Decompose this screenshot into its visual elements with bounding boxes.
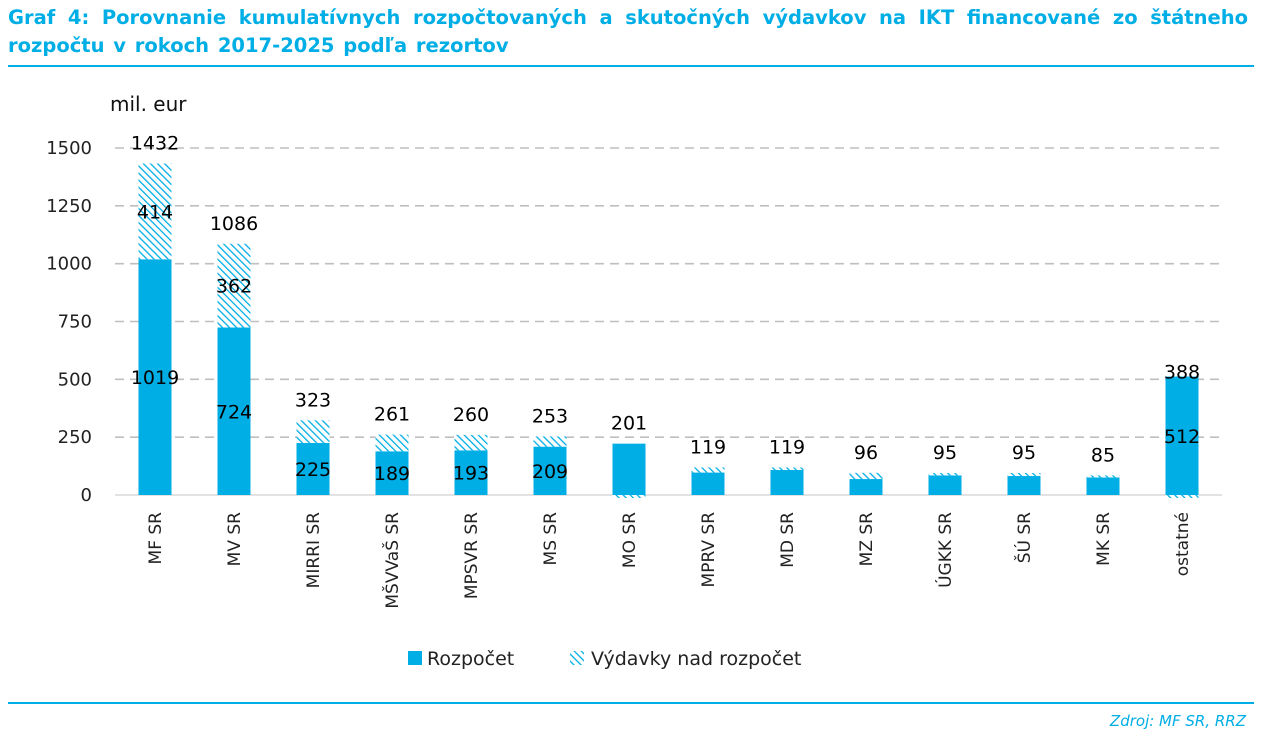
x-category-label: MV SR — [225, 512, 245, 566]
total-label: 95 — [933, 442, 957, 464]
excess-bar — [770, 467, 804, 471]
data-labels: 1432 1019 414 1086 724 362 323 225 261 189 260 193 2… — [131, 132, 1200, 485]
underspend-bar — [612, 495, 646, 498]
y-tick-label: 250 — [58, 427, 92, 448]
budget-label: 209 — [532, 461, 568, 483]
x-category-label: ÚGKK SR — [934, 512, 956, 588]
total-label: 323 — [295, 389, 331, 411]
budget-label: 189 — [374, 463, 410, 485]
excess-bar — [454, 434, 488, 451]
budget-bar — [849, 479, 883, 495]
excess-bar — [849, 472, 883, 480]
budget-label: 225 — [295, 459, 331, 481]
total-label: 1432 — [131, 132, 179, 154]
underspend-bar — [1165, 495, 1199, 498]
legend: Rozpočet Výdavky nad rozpočet — [408, 648, 801, 670]
total-label: 119 — [769, 436, 805, 458]
footer-rule — [8, 702, 1254, 704]
budget-bar — [296, 442, 330, 495]
excess-label: 362 — [216, 276, 252, 298]
budget-label: 193 — [453, 463, 489, 485]
chart-title: Graf 4: Porovnanie kumulatívnych rozpočt… — [8, 6, 1248, 57]
budget-bar — [454, 450, 488, 495]
total-label: 260 — [453, 404, 489, 426]
excess-bar — [375, 434, 409, 452]
total-label: 388 — [1164, 362, 1200, 384]
source-note: Zdroj: MF SR, RRZ — [1109, 712, 1246, 730]
budget-label: 512 — [1164, 426, 1200, 448]
legend-label-excess: Výdavky nad rozpočet — [591, 648, 801, 670]
excess-bar — [928, 473, 962, 476]
total-label: 119 — [690, 436, 726, 458]
excess-bar — [217, 243, 251, 328]
y-tick-label: 1500 — [46, 138, 92, 159]
title-underline — [8, 65, 1254, 67]
budget-bar — [928, 475, 962, 495]
x-category-label: MS SR — [541, 512, 561, 566]
y-tick-label: 500 — [58, 369, 92, 390]
budget-bar — [375, 451, 409, 495]
budget-bar — [138, 259, 172, 495]
legend-swatch-excess — [570, 651, 584, 665]
x-category-label: MO SR — [620, 512, 640, 568]
legend-swatch-budget — [408, 651, 422, 665]
budget-bar — [1165, 376, 1199, 495]
x-category-label: MPRV SR — [699, 512, 719, 588]
budget-bar — [612, 443, 646, 495]
y-axis-ticks: 0 250 500 750 1000 1250 1500 — [46, 138, 92, 506]
y-tick-label: 1250 — [46, 196, 92, 217]
x-category-label: ostatné — [1173, 512, 1193, 576]
x-category-label: MD SR — [778, 512, 798, 568]
excess-bar — [1086, 475, 1120, 478]
total-label: 85 — [1091, 444, 1115, 466]
excess-bar — [533, 436, 567, 447]
budget-bar — [1086, 477, 1120, 495]
budget-bar — [217, 327, 251, 495]
total-label: 261 — [374, 404, 410, 426]
total-label: 96 — [854, 442, 878, 464]
total-label: 201 — [611, 413, 647, 435]
excess-bar — [1007, 473, 1041, 477]
budget-bar — [533, 446, 567, 495]
x-category-label: MPSVR SR — [462, 512, 482, 599]
budget-label: 724 — [216, 401, 252, 423]
excess-bar — [691, 467, 725, 473]
x-category-label: MK SR — [1094, 512, 1114, 566]
bars — [138, 163, 1199, 498]
budget-bar — [770, 470, 804, 495]
x-category-label: MIRRI SR — [304, 512, 324, 589]
y-axis-unit-label: mil. eur — [110, 92, 187, 116]
x-axis-categories: MF SR MV SR MIRRI SR MŠVVaŠ SR MPSVR SR MS SR… — [146, 512, 1193, 609]
x-category-label: MF SR — [146, 512, 166, 565]
budget-bar — [691, 472, 725, 495]
excess-bar — [138, 163, 172, 260]
x-category-label: MŠVVaŠ SR — [381, 512, 403, 609]
budget-bar — [1007, 476, 1041, 495]
excess-label: 414 — [137, 201, 173, 223]
budget-label: 1019 — [131, 367, 179, 389]
total-label: 1086 — [210, 213, 258, 235]
y-tick-label: 750 — [58, 312, 92, 333]
excess-bar — [296, 420, 330, 443]
legend-label-budget: Rozpočet — [427, 648, 514, 670]
total-label: 95 — [1012, 442, 1036, 464]
x-category-label: ŠÚ SR — [1013, 512, 1035, 563]
total-label: 253 — [532, 405, 568, 427]
x-category-label: MZ SR — [857, 512, 877, 567]
gridlines — [115, 147, 1222, 496]
y-tick-label: 1000 — [46, 254, 92, 275]
y-tick-label: 0 — [81, 485, 92, 506]
